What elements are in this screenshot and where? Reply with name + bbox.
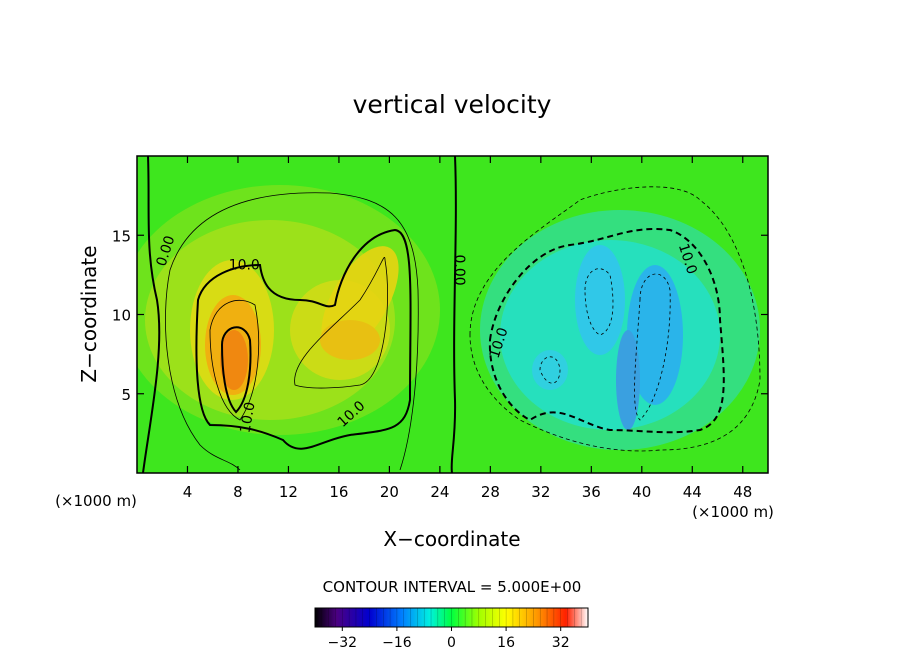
contour-5-left xyxy=(165,192,419,471)
y-axis-ticks: 5 10 15 xyxy=(112,227,768,404)
x-tick-label: 32 xyxy=(531,483,550,501)
y-tick-label: 10 xyxy=(112,307,131,325)
heatmap-field xyxy=(137,156,768,473)
colorbar: −32 −16 0 16 32 xyxy=(314,607,589,651)
x-tick-label: 24 xyxy=(430,483,449,501)
x-tick-label: 36 xyxy=(582,483,601,501)
x-tick-label: 48 xyxy=(733,483,752,501)
contour-zero-left xyxy=(142,156,161,473)
colorbar-tick-label: 16 xyxy=(497,635,515,651)
colorbar-tick-label: 0 xyxy=(447,635,456,651)
x-tick-label: 40 xyxy=(632,483,651,501)
y-tick-label: 5 xyxy=(121,386,131,404)
contour-20-left xyxy=(220,326,252,414)
x-unit-right: (×1000 m) xyxy=(692,503,774,521)
contour-neg10-right xyxy=(488,228,725,434)
contour-interval-text: CONTOUR INTERVAL = 5.000E+00 xyxy=(323,578,582,596)
x-tick-label: 16 xyxy=(329,483,348,501)
x-tick-label: 8 xyxy=(233,483,243,501)
x-tick-label: 4 xyxy=(183,483,193,501)
contour-15-left xyxy=(209,257,388,421)
contour-neg5-right xyxy=(469,186,761,452)
y-tick-label: 15 xyxy=(112,227,131,245)
colorbar-tick-label: −32 xyxy=(328,635,358,651)
x-tick-label: 20 xyxy=(380,483,399,501)
contour-10-left xyxy=(195,228,412,450)
contour-label: 10.0 xyxy=(237,401,258,434)
contour-neg15-right xyxy=(539,268,671,421)
contour-label: 0.00 xyxy=(451,255,467,286)
colorbar-segments xyxy=(314,608,589,627)
contour-lines xyxy=(142,156,761,473)
x-unit-left: (×1000 m) xyxy=(55,492,137,510)
x-tick-label: 28 xyxy=(481,483,500,501)
y-axis-label: Z−coordinate xyxy=(77,245,101,382)
x-tick-label: 44 xyxy=(683,483,702,501)
colorbar-tick-label: −16 xyxy=(382,635,412,651)
colorbar-tick-label: 32 xyxy=(552,635,570,651)
chart-title: vertical velocity xyxy=(353,90,552,119)
x-axis-ticks: 4 8 12 16 20 24 28 32 36 40 44 48 xyxy=(183,156,752,501)
contour-zero-middle xyxy=(450,156,457,473)
x-axis-label: X−coordinate xyxy=(383,527,520,551)
colorbar-ticks: −32 −16 0 16 32 xyxy=(328,627,570,651)
contour-label: 10.0 xyxy=(229,257,260,273)
x-tick-label: 12 xyxy=(279,483,298,501)
